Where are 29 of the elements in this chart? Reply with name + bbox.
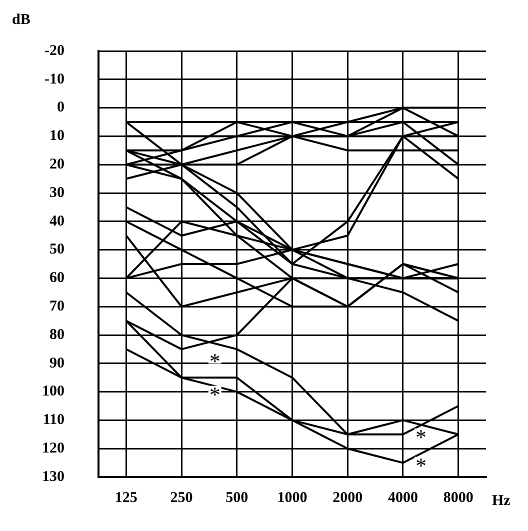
y-tick-label: 100 [42, 384, 64, 400]
annotation: * [415, 452, 426, 478]
x-tick-label: 1000 [277, 490, 308, 506]
x-tick-label: 8000 [443, 490, 474, 506]
annotation: * [209, 348, 220, 374]
y-tick-label: 30 [50, 184, 64, 201]
x-axis-title: Hz [492, 492, 511, 509]
x-tick-label: 500 [226, 490, 248, 506]
annotation: * [209, 382, 220, 407]
y-tick-label: -20 [44, 42, 64, 59]
y-tick-label: 40 [50, 213, 64, 230]
y-tick-label: 90 [50, 355, 64, 372]
x-tick-label: 4000 [388, 490, 418, 506]
y-tick-label: 20 [50, 156, 64, 172]
annotation: * [415, 424, 426, 450]
y-tick-label: 80 [50, 326, 64, 343]
y-tick-label: 50 [50, 242, 64, 258]
y-tick-label: 60 [50, 270, 64, 286]
y-tick-label: 0 [57, 100, 64, 116]
y-tick-label: 110 [42, 412, 64, 428]
x-tick-label: 125 [114, 490, 138, 506]
y-tick-label: 120 [42, 440, 64, 456]
y-axis-title: dB [12, 12, 30, 28]
y-tick-label: 70 [50, 298, 64, 314]
y-tick-label: 10 [50, 128, 64, 144]
y-tick-label: -10 [44, 71, 64, 88]
x-tick-label: 2000 [332, 490, 363, 506]
y-tick-label: 130 [42, 468, 64, 485]
x-tick-label: 250 [170, 490, 193, 506]
